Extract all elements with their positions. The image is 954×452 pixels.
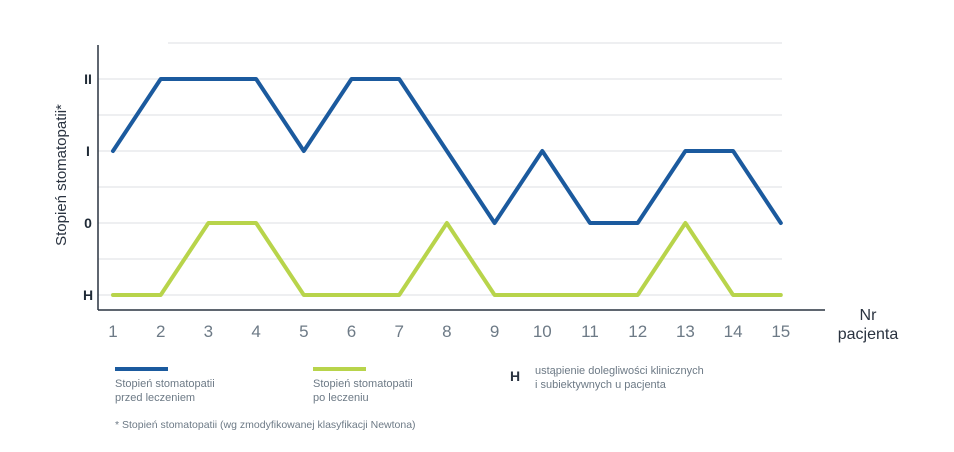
x-tick-label: 15 bbox=[771, 322, 790, 341]
x-tick-labels: 1 2 3 4 5 6 7 8 9 10 11 12 13 14 15 bbox=[108, 322, 790, 341]
x-axis-label-line2: pacjenta bbox=[838, 326, 899, 343]
y-tick-label: H bbox=[83, 287, 93, 303]
x-tick-label: 7 bbox=[394, 322, 403, 341]
x-tick-label: 13 bbox=[676, 322, 695, 341]
x-tick-label: 12 bbox=[628, 322, 647, 341]
series-line-1 bbox=[111, 221, 783, 297]
x-axis-label-line1: Nr bbox=[860, 307, 878, 324]
legend-h-line1: ustąpienie dolegliwości klinicznych bbox=[535, 365, 704, 377]
legend-label-after-line2: po leczeniu bbox=[313, 392, 369, 404]
y-tick-label: I bbox=[86, 143, 90, 159]
y-tick-label: II bbox=[84, 71, 92, 87]
x-tick-label: 2 bbox=[156, 322, 165, 341]
legend-label-before-line2: przed leczeniem bbox=[115, 392, 195, 404]
x-tick-label: 1 bbox=[108, 322, 117, 341]
legend-label-before-line1: Stopień stomatopatii bbox=[115, 378, 215, 390]
legend-h-line2: i subiektywnych u pacjenta bbox=[535, 379, 667, 391]
x-tick-label: 14 bbox=[724, 322, 743, 341]
series-lines bbox=[111, 77, 783, 297]
legend-label-after-line1: Stopień stomatopatii bbox=[313, 378, 413, 390]
x-tick-label: 11 bbox=[581, 322, 599, 341]
y-tick-label: 0 bbox=[84, 215, 92, 231]
x-tick-label: 3 bbox=[204, 322, 213, 341]
x-tick-label: 8 bbox=[442, 322, 451, 341]
series-line-0 bbox=[111, 77, 783, 225]
footnote: * Stopień stomatopatii (wg zmodyfikowane… bbox=[115, 419, 416, 431]
x-tick-label: 4 bbox=[251, 322, 260, 341]
x-tick-label: 10 bbox=[533, 322, 552, 341]
x-tick-label: 5 bbox=[299, 322, 308, 341]
x-tick-label: 6 bbox=[347, 322, 356, 341]
legend-h-symbol: H bbox=[510, 368, 520, 384]
y-axis-label: Stopień stomatopatii* bbox=[53, 104, 70, 246]
x-tick-label: 9 bbox=[490, 322, 499, 341]
